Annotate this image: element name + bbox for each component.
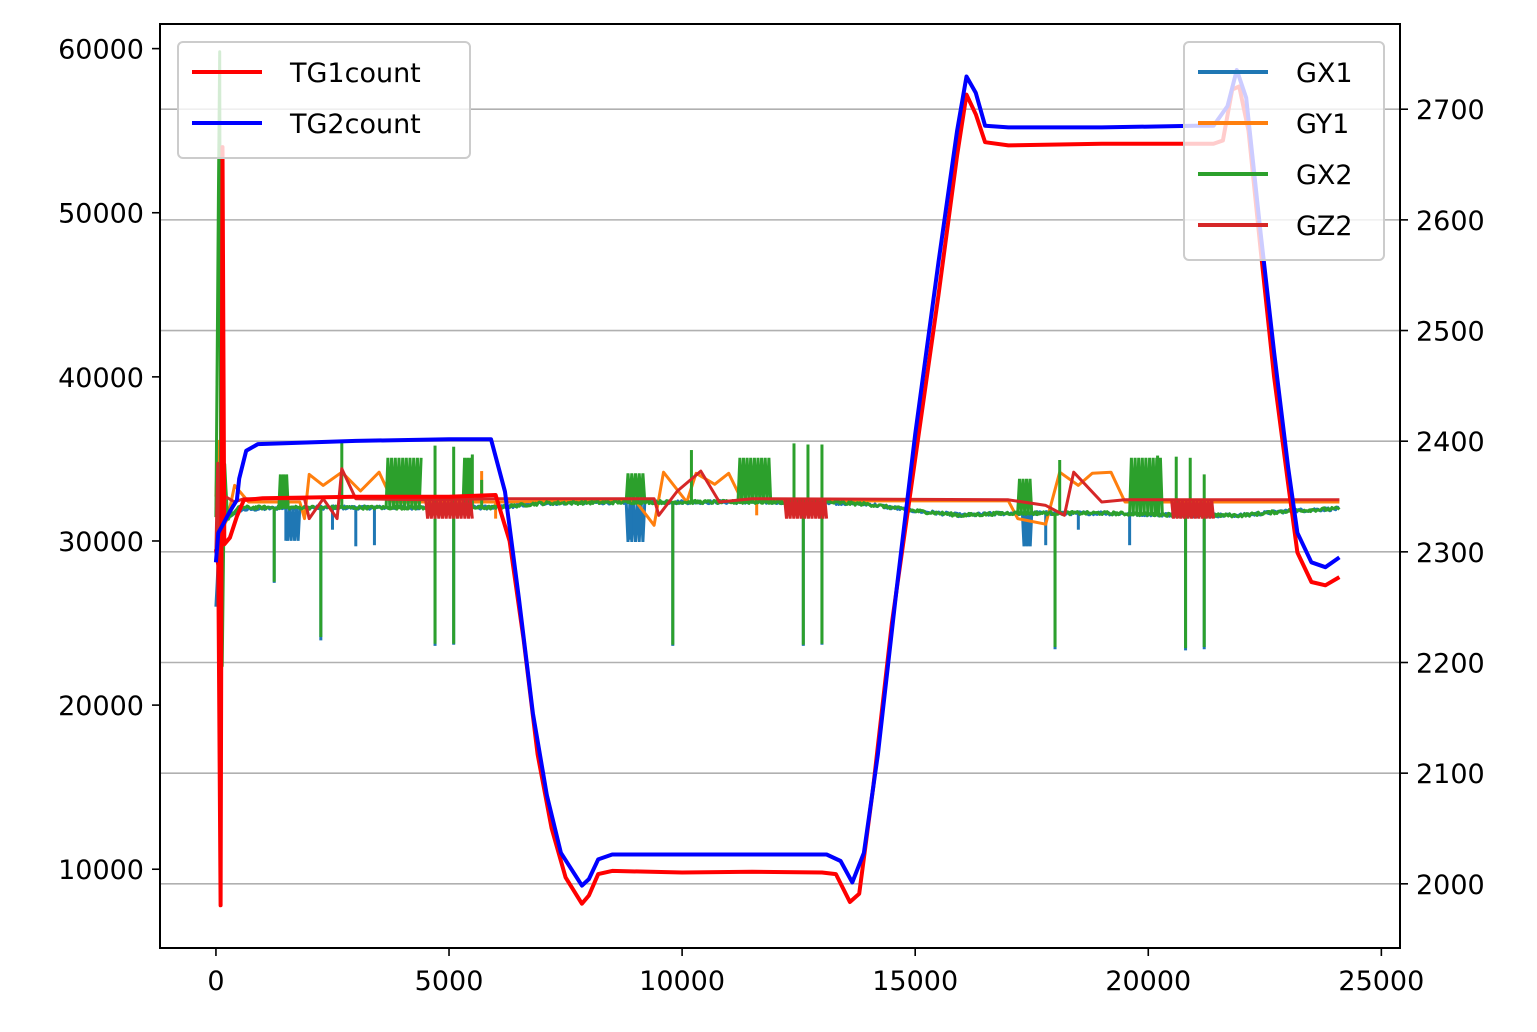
x-tick-label: 20000: [1105, 966, 1191, 997]
series-GX2: [214, 50, 1341, 668]
plot-series: [213, 50, 1341, 908]
series-burst-GX2: [736, 457, 773, 503]
y-left-tick-label: 40000: [58, 363, 144, 394]
series-burst-GX1: [284, 507, 302, 541]
series-burst-GZ2: [424, 499, 474, 519]
axes: 0 5000 10000 15000 20000 25000 10000 20000 30000…: [58, 35, 1485, 997]
legend-label: TG1count: [289, 58, 421, 89]
legend-left: TG1count TG2count: [177, 41, 471, 159]
legend-label: GX1: [1296, 58, 1353, 89]
series-burst-GX2: [277, 474, 290, 508]
legend-box: [1183, 41, 1385, 261]
series-line-TG1count: [213, 84, 1341, 908]
series-line-GZ2: [214, 461, 1340, 642]
legend-label: GZ2: [1296, 211, 1353, 242]
y-left-tick-label: 30000: [58, 527, 144, 558]
y-left-tick-label: 10000: [58, 855, 144, 886]
y-right-tick-label: 2000: [1416, 870, 1485, 901]
y-right-tick-label: 2100: [1416, 759, 1485, 790]
series-GX1: [214, 498, 1341, 651]
series-burst-GX1: [1020, 513, 1034, 547]
y-right-tick-label: 2400: [1416, 427, 1485, 458]
series-TG2count: [213, 68, 1341, 888]
series-GZ2: [214, 461, 1340, 642]
x-tick-label: 25000: [1338, 966, 1424, 997]
y-right-tick-label: 2700: [1416, 95, 1485, 126]
x-tick-label: 5000: [415, 966, 484, 997]
series-line-TG2count: [213, 68, 1341, 888]
plot-frame: [159, 23, 1401, 949]
x-tick-label: 0: [207, 966, 224, 997]
y-right-tick-label: 2600: [1416, 206, 1485, 237]
y-right-tick-label: 2500: [1416, 317, 1485, 348]
series-burst-GX2: [461, 457, 474, 508]
y-left-tick-label: 20000: [58, 691, 144, 722]
series-burst-GX2: [624, 473, 647, 503]
legend-label: GY1: [1296, 109, 1349, 140]
x-tick-label: 10000: [639, 966, 725, 997]
series-burst-GX1: [624, 501, 647, 542]
series-burst-GZ2: [1170, 499, 1215, 519]
series-line-GX1: [214, 498, 1341, 621]
legend-right: GX1 GY1 GX2 GZ2: [1183, 41, 1385, 261]
y-right-tick-label: 2300: [1416, 538, 1485, 569]
x-tick-label: 15000: [872, 966, 958, 997]
y-left-tick-label: 60000: [58, 35, 144, 66]
y-left-tick-label: 50000: [58, 199, 144, 230]
series-burst-GZ2: [783, 498, 829, 519]
series-TG1count: [213, 84, 1341, 908]
y-right-tick-label: 2200: [1416, 649, 1485, 680]
series-burst-GX2: [1016, 478, 1034, 514]
legend-label: GX2: [1296, 160, 1353, 191]
legend-label: TG2count: [289, 109, 421, 140]
